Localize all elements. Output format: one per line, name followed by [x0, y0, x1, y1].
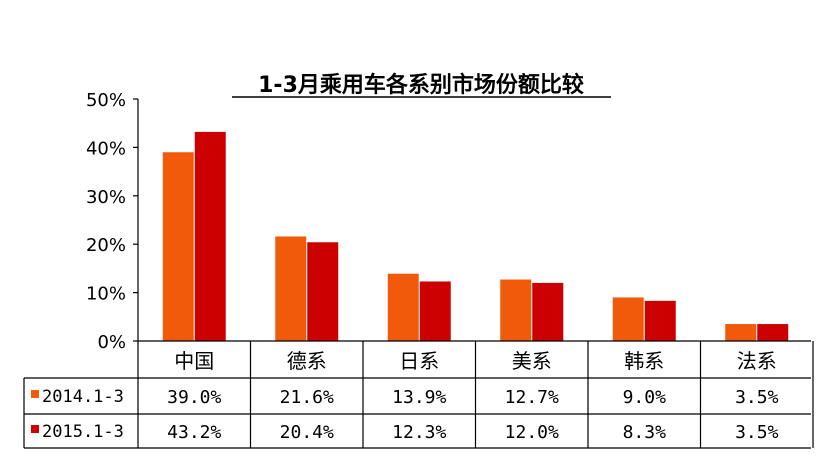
category-label: 韩系 — [624, 349, 664, 373]
category-label: 美系 — [512, 349, 552, 373]
y-tick-label: 20% — [86, 235, 126, 256]
data-label: 3.5% — [735, 387, 779, 408]
data-label: 9.0% — [623, 387, 667, 408]
bar-series1-5 — [725, 324, 757, 341]
data-label: 20.4% — [280, 422, 334, 443]
legend-swatch-2 — [31, 425, 39, 433]
data-label: 21.6% — [280, 387, 334, 408]
chart-title: 1-3月乘用车各系别市场份额比较 — [258, 72, 584, 98]
axis-layer: 0% 10% 20% 30% 40% 50% — [86, 90, 139, 353]
category-label: 德系 — [287, 349, 327, 373]
category-label: 法系 — [737, 349, 777, 373]
category-label: 日系 — [399, 349, 439, 373]
category-label: 中国 — [174, 349, 214, 373]
y-tick-label: 30% — [86, 187, 126, 208]
data-label: 12.3% — [392, 422, 446, 443]
legend-swatch-1 — [31, 390, 39, 398]
bar-series1-1 — [275, 236, 307, 341]
data-label: 8.3% — [623, 422, 667, 443]
data-label: 13.9% — [392, 387, 446, 408]
y-tick-label: 10% — [86, 284, 126, 305]
bar-series1-4 — [612, 297, 644, 341]
series-name-label: 2015.1-3 — [42, 422, 124, 442]
data-label: 43.2% — [167, 422, 221, 443]
data-label: 3.5% — [735, 422, 779, 443]
data-table: 中国 德系 日系 美系 韩系 法系 2014.1-3 39.0% 21.6% 13.9% 12.7%… — [23, 340, 814, 449]
y-tick-label: 50% — [86, 90, 126, 111]
bar-series2-4 — [644, 300, 676, 341]
bar-series1-0 — [162, 152, 194, 341]
bar-series2-2 — [419, 281, 451, 341]
bar-series2-5 — [757, 324, 789, 341]
y-tick-label: 40% — [86, 138, 126, 159]
data-label: 39.0% — [167, 387, 221, 408]
bar-series2-0 — [194, 131, 226, 341]
data-label: 12.7% — [505, 387, 559, 408]
bar-series2-1 — [307, 242, 339, 341]
bars-layer — [162, 131, 789, 341]
bar-series1-2 — [387, 273, 419, 341]
bar-series2-3 — [532, 282, 564, 341]
data-label: 12.0% — [505, 422, 559, 443]
bar-series1-3 — [500, 279, 532, 341]
series-name-label: 2014.1-3 — [42, 387, 124, 407]
y-tick-label: 0% — [97, 332, 126, 353]
